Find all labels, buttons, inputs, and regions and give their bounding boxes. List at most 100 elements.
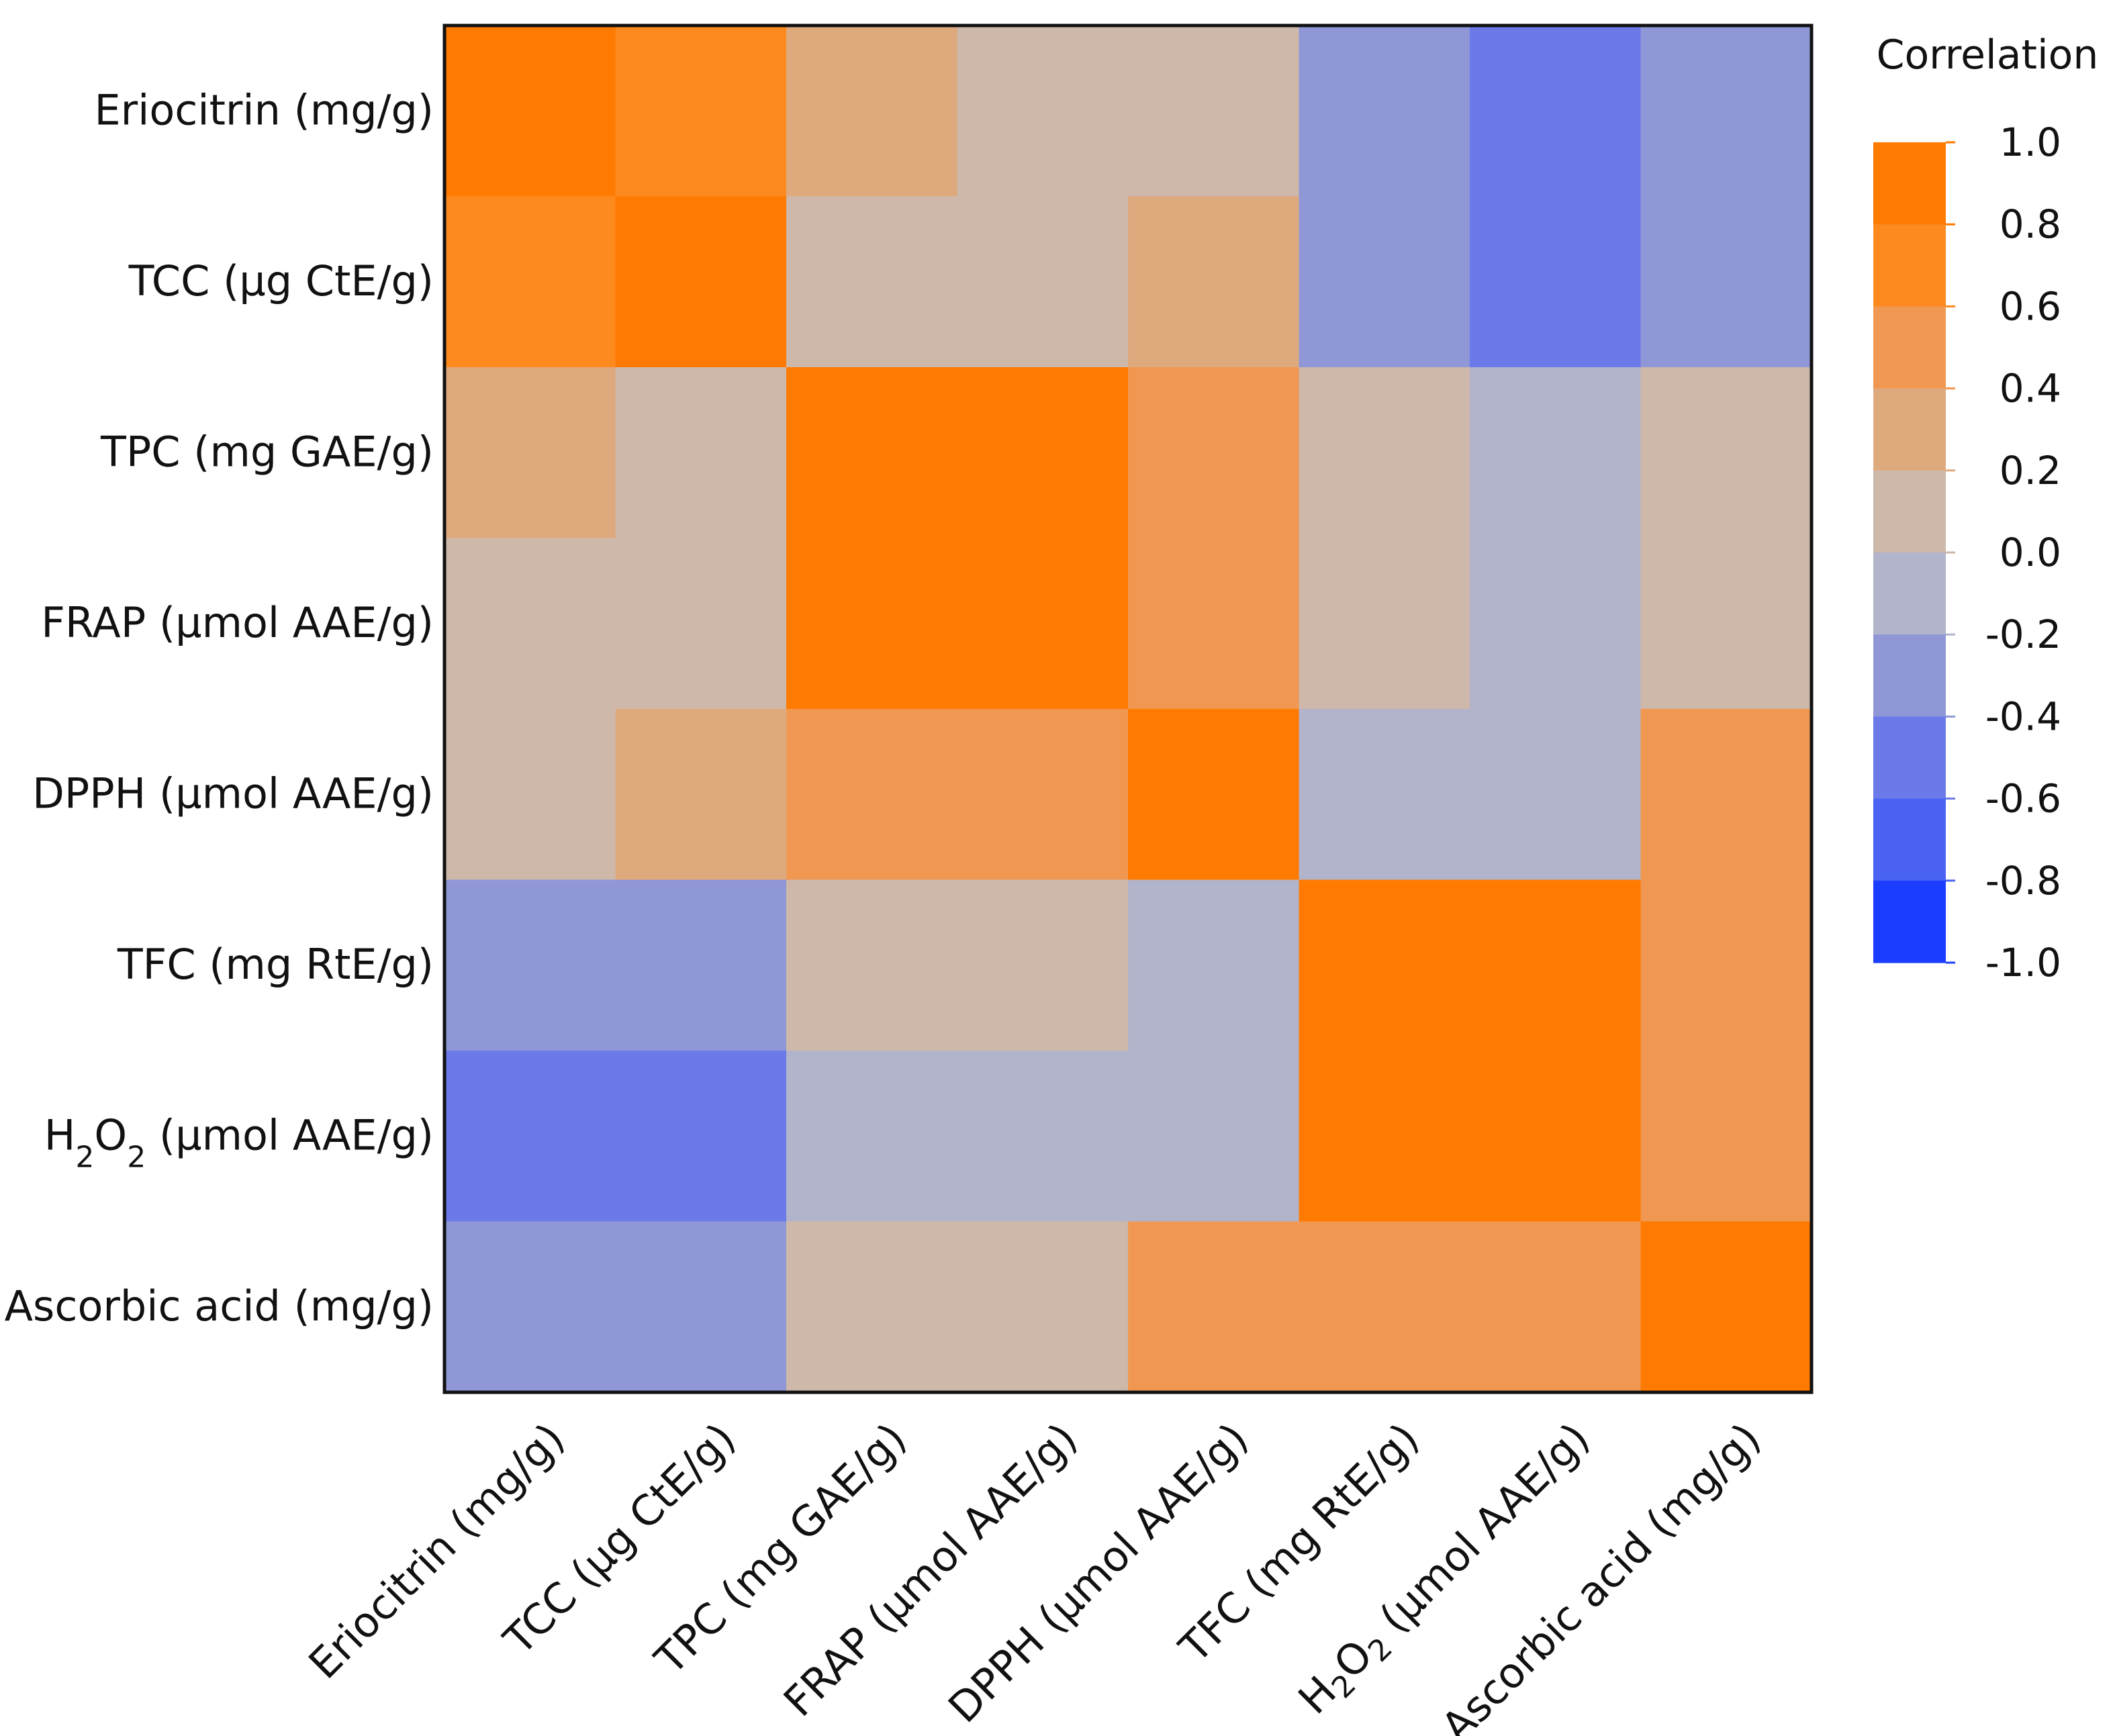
legend-ticks: 1.0 0.8 0.6 0.4 0.2 0.0 -0.2 -0.4 -0.6 -0.8 -1.0	[1946, 119, 2061, 985]
heatmap-cell	[1299, 538, 1470, 710]
heatmap-cell	[1470, 367, 1642, 539]
heatmap-cell	[786, 709, 958, 881]
heatmap-cells	[444, 26, 1812, 1393]
colorbar-tick-label: 0.8	[2000, 201, 2061, 247]
heatmap-cell	[1470, 1051, 1642, 1222]
heatmap-cell	[1128, 196, 1300, 368]
heatmap-cell	[786, 196, 958, 368]
colorbar-tick-label: 0.4	[2000, 366, 2061, 412]
heatmap-cell	[615, 538, 787, 710]
heatmap-cell	[1470, 196, 1642, 368]
heatmap-cell	[1640, 879, 1812, 1051]
heatmap-cell	[1640, 26, 1812, 197]
heatmap-cell	[786, 26, 958, 197]
heatmap-cell	[1470, 879, 1642, 1051]
row-label: TPC (mg GAE/g)	[100, 427, 434, 476]
heatmap-cell	[957, 367, 1129, 539]
heatmap-cell	[1640, 1221, 1812, 1393]
colorbar-bin	[1873, 798, 1946, 881]
heatmap-cell	[1128, 1221, 1300, 1393]
heatmap-cell	[1299, 709, 1470, 881]
heatmap-cell	[615, 26, 787, 197]
colorbar-tick-label: -0.8	[1985, 858, 2061, 904]
heatmap-cell	[1128, 1051, 1300, 1222]
column-labels: Eriocitrin (mg/g)TCC (µg CtE/g)TPC (mg G…	[299, 1414, 1771, 1736]
heatmap-cell	[957, 196, 1129, 368]
colorbar-tick-label: -0.2	[1985, 612, 2061, 657]
heatmap-cell	[615, 367, 787, 539]
plot-frame	[442, 23, 1814, 1394]
heatmap-cell	[1299, 196, 1470, 368]
row-labels: Eriocitrin (mg/g) TCC (µg CtE/g) TPC (mg G…	[5, 85, 434, 1331]
row-label: TCC (µg CtE/g)	[128, 256, 434, 305]
label-part: 2	[127, 1140, 146, 1174]
colorbar-bin	[1873, 306, 1946, 389]
heatmap-cell	[786, 1051, 958, 1222]
row-label: FRAP (µmol AAE/g)	[41, 598, 434, 647]
heatmap-cell	[957, 709, 1129, 881]
heatmap-cell	[1470, 709, 1642, 881]
heatmap-cell	[1128, 538, 1300, 710]
heatmap-cell	[1299, 879, 1470, 1051]
heatmap-cell	[1470, 26, 1642, 197]
heatmap-cell	[786, 879, 958, 1051]
heatmap-cell	[957, 879, 1129, 1051]
heatmap-cell	[1470, 1221, 1642, 1393]
heatmap-cell	[1299, 367, 1470, 539]
column-label: FRAP (µmol AAE/g)	[774, 1414, 1086, 1726]
row-label: TFC (mg RtE/g)	[117, 940, 434, 989]
heatmap-cell	[1128, 367, 1300, 539]
colorbar-tick-label: -0.4	[1985, 693, 2061, 739]
colorbar-tick-label: -1.0	[1985, 940, 2061, 985]
heatmap-cell	[957, 538, 1129, 710]
heatmap-cell	[1640, 367, 1812, 539]
heatmap-cell	[444, 1221, 616, 1393]
column-label: DPPH (µmol AAE/g)	[939, 1414, 1257, 1732]
heatmap-cell	[615, 1221, 787, 1393]
heatmap-cell	[615, 196, 787, 368]
colorbar-tick-label: 0.6	[2000, 283, 2061, 329]
heatmap-cell	[615, 879, 787, 1051]
heatmap-cell	[1299, 1051, 1470, 1222]
heatmap-cell	[1640, 1051, 1812, 1222]
colorbar-bin	[1873, 224, 1946, 307]
colorbar-tick-label: 0.0	[2000, 530, 2061, 575]
heatmap-cell	[1640, 709, 1812, 881]
label-part: O	[94, 1110, 127, 1159]
legend-title: Correlation	[1877, 32, 2099, 79]
column-label: H2O2 (µmol AAE/g)	[1289, 1414, 1603, 1727]
colorbar-bin	[1873, 142, 1946, 225]
colorbar-bin	[1873, 552, 1946, 635]
heatmap-cell	[1128, 26, 1300, 197]
colorbar-bin	[1873, 634, 1946, 717]
heatmap-cell	[1299, 1221, 1470, 1393]
row-label: DPPH (µmol AAE/g)	[32, 769, 434, 818]
heatmap-cell	[1640, 538, 1812, 710]
heatmap-cell	[444, 367, 616, 539]
heatmap-cell	[444, 1051, 616, 1222]
heatmap-cell	[444, 26, 616, 197]
heatmap-cell	[444, 709, 616, 881]
heatmap-cell	[1128, 879, 1300, 1051]
label-part: H	[44, 1110, 76, 1159]
legend-colorbar	[1873, 142, 1946, 963]
colorbar-bin	[1873, 470, 1946, 553]
heatmap-cell	[1640, 196, 1812, 368]
heatmap-cell	[1299, 26, 1470, 197]
heatmap-cell	[957, 26, 1129, 197]
heatmap-cell	[444, 879, 616, 1051]
colorbar-bin	[1873, 388, 1946, 471]
heatmap-cell	[1128, 709, 1300, 881]
label-part: 2	[75, 1140, 94, 1174]
row-label: Ascorbic acid (mg/g)	[5, 1282, 434, 1331]
row-label: H2O2 (µmol AAE/g)	[44, 1110, 434, 1174]
heatmap-cell	[444, 538, 616, 710]
heatmap-cell	[786, 538, 958, 710]
heatmap-cell	[615, 709, 787, 881]
colorbar-tick-label: 1.0	[2000, 119, 2061, 165]
heatmap-cell	[957, 1051, 1129, 1222]
colorbar-tick-label: 0.2	[2000, 448, 2061, 493]
heatmap-cell	[444, 196, 616, 368]
heatmap-cell	[957, 1221, 1129, 1393]
